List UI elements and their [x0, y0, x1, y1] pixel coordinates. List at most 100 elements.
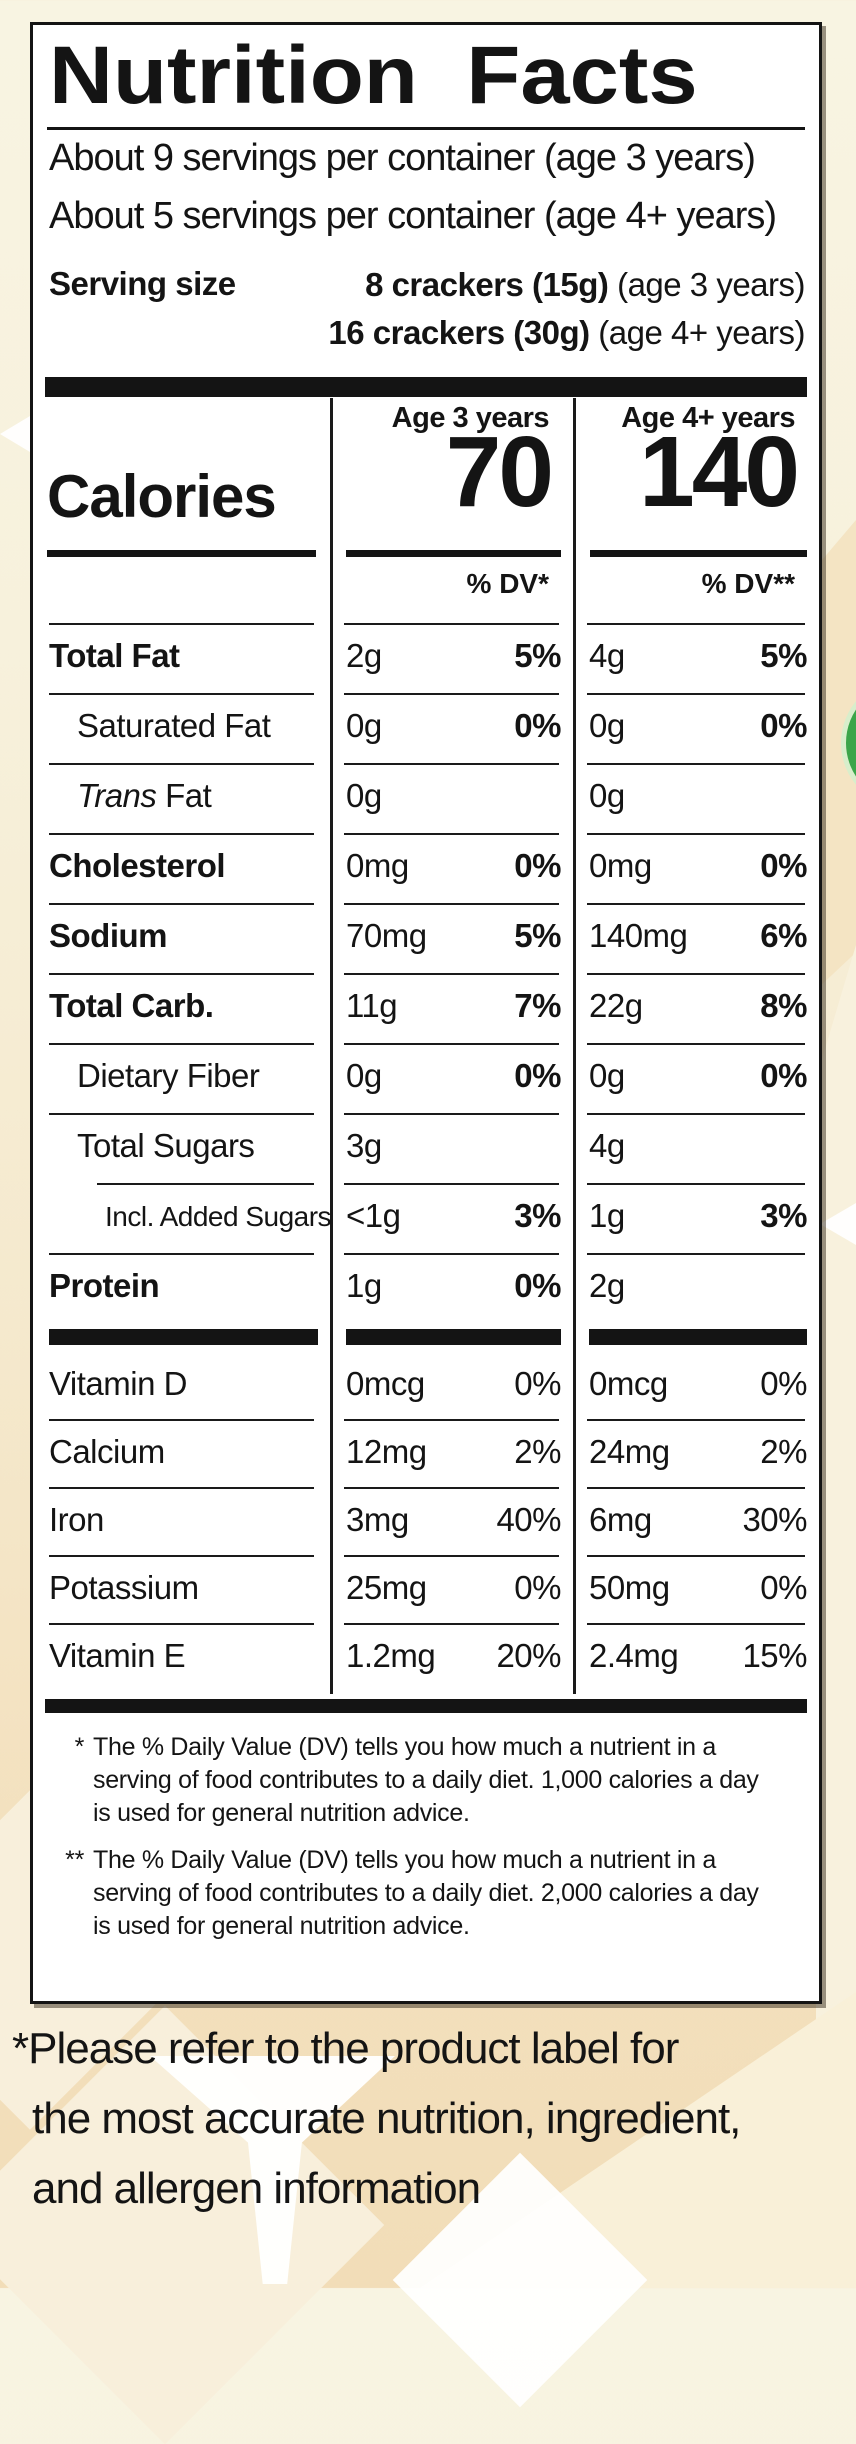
nutrient-name: Protein: [49, 1267, 160, 1304]
thick-separator-bar: [45, 377, 807, 397]
value-cell-age4: 0mg 0%: [573, 833, 819, 903]
amount-age4: 0g: [589, 777, 625, 814]
daily-value-age3: 0%: [514, 1569, 561, 1606]
nutrient-row-saturated-fat: Saturated Fat 0g 0% 0g 0%: [33, 693, 819, 763]
black-bar: [49, 1329, 318, 1345]
row-rule: [49, 833, 314, 835]
amount-age4: 2g: [589, 1267, 625, 1304]
row-rule: [344, 1487, 559, 1489]
daily-value-age4: 2%: [760, 1433, 807, 1470]
value-cell-age4: 4g: [573, 1113, 819, 1183]
nutrient-row-trans-fat: Trans Fat 0g 0g: [33, 763, 819, 833]
nutrient-row-total-sugars: Total Sugars 3g 4g: [33, 1113, 819, 1183]
daily-value-age3: 0%: [514, 1365, 561, 1402]
daily-value-age3: 40%: [496, 1501, 561, 1538]
nutrient-name: Total Fat: [49, 637, 180, 674]
nutrient-name-cell: Iron: [33, 1487, 330, 1555]
row-rule: [587, 1113, 805, 1115]
row-rule: [587, 1253, 805, 1255]
row-rule: [49, 1419, 314, 1421]
value-cell-age4: 50mg 0%: [573, 1555, 819, 1623]
value-cell-age4: 2g: [573, 1253, 819, 1323]
footnote-dv-age3: * The % Daily Value (DV) tells you how m…: [55, 1731, 807, 1830]
value-cell-age4: 0mcg 0%: [573, 1351, 819, 1419]
value-cell-age3: 25mg 0%: [330, 1555, 573, 1623]
footnote-text: The % Daily Value (DV) tells you how muc…: [93, 1846, 759, 1940]
row-rule: [344, 693, 559, 695]
row-rule: [587, 1183, 805, 1185]
value-cell-age3: 0mg 0%: [330, 833, 573, 903]
nutrient-row-cholesterol: Cholesterol 0mg 0% 0mg 0%: [33, 833, 819, 903]
amount-age3: 0g: [346, 1057, 382, 1094]
nutrient-row-total-fat: Total Fat 2g 5% 4g 5%: [33, 623, 819, 693]
value-cell-age3: 0g 0%: [330, 693, 573, 763]
row-rule: [587, 833, 805, 835]
nutrient-name: Vitamin D: [49, 1365, 187, 1402]
value-cell-age4: 0g: [573, 763, 819, 833]
row-rule: [587, 1043, 805, 1045]
value-cell-age4: 6mg 30%: [573, 1487, 819, 1555]
value-cell-age3: 11g 7%: [330, 973, 573, 1043]
nutrient-name: Total Carb.: [49, 987, 214, 1024]
amount-age4: 50mg: [589, 1569, 670, 1606]
nutrient-name: Sodium: [49, 917, 168, 954]
daily-value-age3: 0%: [514, 1057, 561, 1094]
nutrient-name-cell: Protein: [33, 1253, 330, 1323]
thick-separator-bar: [45, 1699, 807, 1713]
nutrient-name-cell: Total Carb.: [33, 973, 330, 1043]
daily-value-age4: 6%: [760, 917, 807, 954]
servings-per-container-age4: About 5 servings per container (age 4+ y…: [49, 195, 777, 237]
footnote-dv-age4: ** The % Daily Value (DV) tells you how …: [55, 1844, 807, 1943]
row-rule: [49, 623, 314, 625]
amount-age3: 3mg: [346, 1501, 409, 1538]
row-rule: [49, 763, 314, 765]
row-rule: [49, 1555, 314, 1557]
amount-age3: 1g: [346, 1267, 382, 1304]
nutrient-name-cell: Vitamin E: [33, 1623, 330, 1691]
disclaimer-line: and allergen information: [32, 2164, 481, 2213]
amount-age4: 0mcg: [589, 1365, 668, 1402]
calories-value-age3: 70: [445, 416, 554, 528]
divider: [47, 127, 805, 130]
serving-size-label: Serving size: [49, 265, 236, 302]
value-cell-age4: 1g 3%: [573, 1183, 819, 1253]
row-rule: [344, 1113, 559, 1115]
row-rule: [587, 623, 805, 625]
daily-value-age4: 5%: [760, 637, 807, 674]
amount-age4: 0mg: [589, 847, 652, 884]
row-rule: [344, 1183, 559, 1185]
daily-value-age4: 3%: [760, 1197, 807, 1234]
amount-age3: 1.2mg: [346, 1637, 436, 1674]
amount-age4: 6mg: [589, 1501, 652, 1538]
value-cell-age3: 12mg 2%: [330, 1419, 573, 1487]
black-bar: [589, 1329, 807, 1345]
daily-value-age3: 0%: [514, 707, 561, 744]
nutrient-row-total-carb: Total Carb. 11g 7% 22g 8%: [33, 973, 819, 1043]
row-rule: [344, 1555, 559, 1557]
nutrient-row-protein: Protein 1g 0% 2g: [33, 1253, 819, 1323]
column-header-age4: Age 4+ years: [621, 402, 795, 434]
amount-age3: 0mcg: [346, 1365, 425, 1402]
disclaimer-line: *Please refer to the product label for: [12, 2024, 679, 2073]
thick-rule: [590, 550, 807, 557]
nutrient-row-calcium: Calcium 12mg 2% 24mg 2%: [33, 1419, 819, 1487]
dv-header-age4: % DV**: [701, 568, 795, 599]
amount-age4: 0g: [589, 707, 625, 744]
nutrient-name-cell: Trans Fat: [33, 763, 330, 833]
nutrient-name-cell: Total Sugars: [33, 1113, 330, 1183]
amount-age4: 2.4mg: [589, 1637, 679, 1674]
daily-value-age4: 8%: [760, 987, 807, 1024]
servings-per-container-age3: About 9 servings per container (age 3 ye…: [49, 137, 756, 179]
daily-value-age4: 30%: [742, 1501, 807, 1538]
amount-age4: 140mg: [589, 917, 688, 954]
row-rule: [587, 1419, 805, 1421]
dv-header-age3: % DV*: [466, 568, 549, 599]
thick-rule: [47, 550, 316, 557]
nutrient-name: Total Sugars: [77, 1127, 255, 1164]
amount-age4: 24mg: [589, 1433, 670, 1470]
amount-age3: <1g: [346, 1197, 401, 1234]
calories-band: Age 3 years Age 4+ years Calories 70 140…: [33, 398, 819, 623]
panel-title: Nutrition Facts: [49, 30, 698, 121]
daily-value-age3: 0%: [514, 847, 561, 884]
